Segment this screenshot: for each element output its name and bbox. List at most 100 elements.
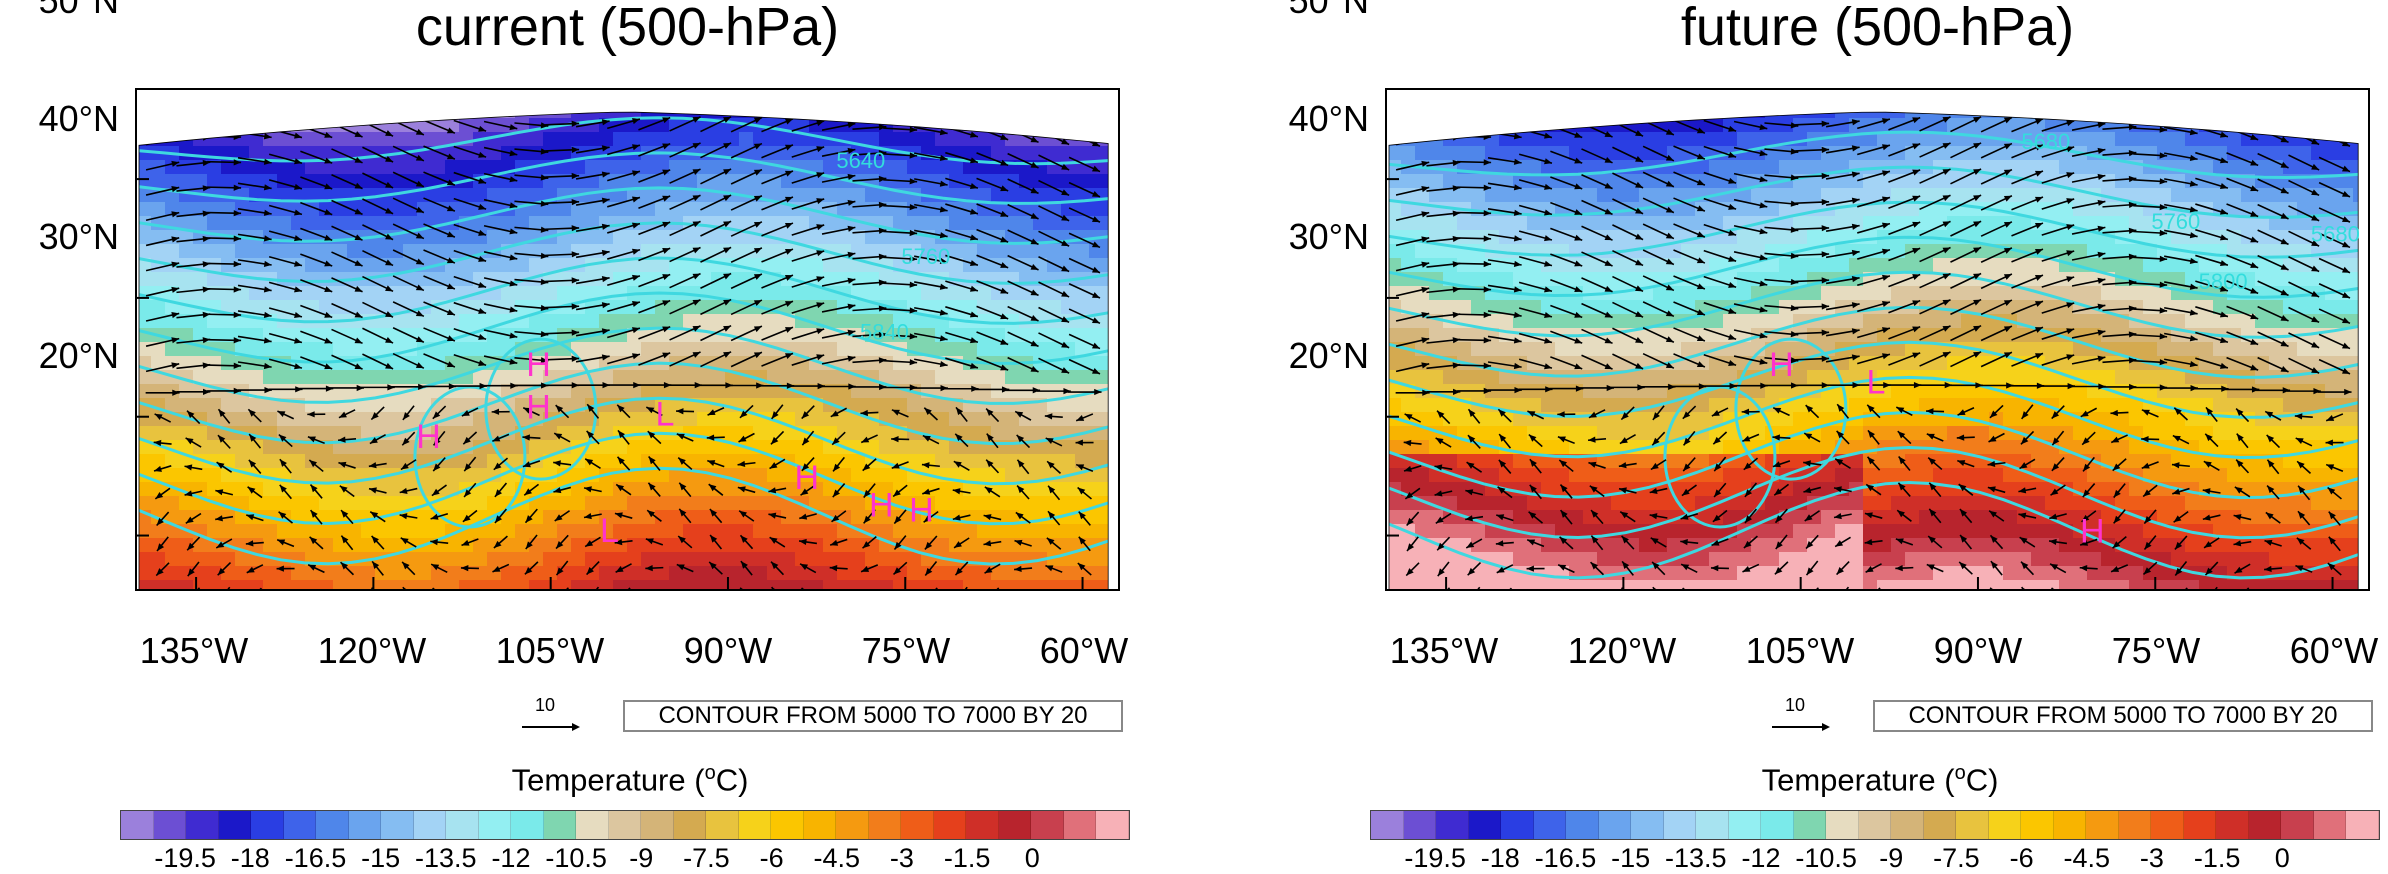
- temperature-cell: [1499, 272, 1514, 287]
- contour-label: 5640: [836, 148, 885, 173]
- temperature-cell: [1891, 188, 1906, 203]
- temperature-cell: [2115, 300, 2130, 315]
- temperature-cell: [781, 174, 796, 189]
- temperature-cell: [1103, 202, 1118, 217]
- temperature-cell: [1103, 118, 1118, 133]
- temperature-cell: [2199, 300, 2214, 315]
- temperature-cell: [921, 580, 936, 589]
- temperature-cell: [165, 118, 180, 133]
- temperature-cell: [977, 342, 992, 357]
- high-pressure-marker: H: [909, 492, 934, 530]
- temperature-cell: [1667, 244, 1682, 259]
- temperature-cell: [2353, 118, 2368, 133]
- temperature-cell: [1793, 230, 1808, 245]
- temperature-cell: [179, 272, 194, 287]
- temperature-cell: [1019, 580, 1034, 589]
- temperature-cell: [2087, 286, 2102, 301]
- temperature-cell: [2367, 314, 2368, 329]
- temperature-cell: [1793, 412, 1808, 427]
- temperature-cell: [1695, 90, 1710, 105]
- temperature-cell: [529, 552, 544, 567]
- temperature-cell: [991, 580, 1006, 589]
- temperature-cell: [543, 552, 558, 567]
- temperature-cell: [347, 412, 362, 427]
- lat-label-40n: 40°N: [0, 98, 119, 140]
- temperature-cell: [2003, 286, 2018, 301]
- temperature-cell: [627, 580, 642, 589]
- temperature-cell: [1457, 118, 1472, 133]
- temperature-cell: [1765, 160, 1780, 175]
- temperature-cell: [921, 104, 936, 119]
- temperature-cell: [1005, 384, 1020, 399]
- temperature-cell: [599, 566, 614, 581]
- temperature-cell: [2297, 272, 2312, 287]
- temperature-cell: [571, 132, 586, 147]
- temperature-cell: [2185, 174, 2200, 189]
- temperature-cell: [1005, 216, 1020, 231]
- temperature-cell: [753, 524, 768, 539]
- temperature-cell: [557, 272, 572, 287]
- temperature-cell: [1905, 398, 1920, 413]
- temperature-cell: [2255, 356, 2270, 371]
- temperature-cell: [1047, 342, 1062, 357]
- temperature-cell: [1709, 160, 1724, 175]
- temperature-cell: [2227, 160, 2242, 175]
- temperature-cell: [1457, 146, 1472, 161]
- temperature-cell: [585, 244, 600, 259]
- temperature-cell: [1835, 328, 1850, 343]
- temperature-cell: [641, 258, 656, 273]
- temperature-cell: [347, 104, 362, 119]
- temperature-cell: [963, 566, 978, 581]
- temperature-cell: [1947, 286, 1962, 301]
- temperature-cell: [249, 580, 264, 589]
- temperature-cell: [1061, 174, 1076, 189]
- temperature-cell: [2157, 90, 2172, 105]
- temperature-cell: [823, 188, 838, 203]
- temperature-cell: [837, 104, 852, 119]
- temperature-cell: [893, 370, 908, 385]
- temperature-cell: [879, 286, 894, 301]
- temperature-cell: [2171, 342, 2186, 357]
- temperature-cell: [585, 202, 600, 217]
- temperature-cell: [193, 538, 208, 553]
- temperature-cell: [1793, 258, 1808, 273]
- temperature-cell: [263, 412, 278, 427]
- temperature-cell: [2311, 328, 2326, 343]
- temperature-cell: [2059, 314, 2074, 329]
- temperature-cell: [2171, 104, 2186, 119]
- temperature-cell: [1117, 146, 1118, 161]
- temperature-cell: [501, 440, 516, 455]
- temperature-cell: [1485, 132, 1500, 147]
- temperature-cell: [235, 454, 250, 469]
- temperature-cell: [1849, 90, 1864, 105]
- temperature-cell: [2353, 258, 2368, 273]
- temperature-cell: [1033, 454, 1048, 469]
- temperature-cell: [697, 202, 712, 217]
- temperature-cell: [781, 524, 796, 539]
- temperature-cell: [305, 384, 320, 399]
- temperature-cell: [1989, 258, 2004, 273]
- temperature-cell: [417, 580, 432, 589]
- temperature-cell: [403, 174, 418, 189]
- temperature-cell: [1103, 356, 1118, 371]
- temperature-cell: [459, 580, 474, 589]
- temperature-cell: [627, 566, 642, 581]
- temperature-cell: [2003, 412, 2018, 427]
- temperature-cell: [1485, 90, 1500, 105]
- temperature-cell: [235, 244, 250, 259]
- temperature-cell: [795, 286, 810, 301]
- temperature-cell: [613, 496, 628, 511]
- temperature-cell: [473, 496, 488, 511]
- temperature-cell: [711, 104, 726, 119]
- temperature-cell: [879, 566, 894, 581]
- temperature-cell: [1401, 244, 1416, 259]
- temperature-cell: [473, 160, 488, 175]
- temperature-cell: [207, 370, 222, 385]
- temperature-cell: [277, 90, 292, 105]
- colorbar-label: -13.5: [415, 843, 477, 874]
- temperature-cell: [445, 90, 460, 105]
- temperature-cell: [1061, 496, 1076, 511]
- high-pressure-marker: H: [526, 346, 551, 384]
- temperature-cell: [193, 398, 208, 413]
